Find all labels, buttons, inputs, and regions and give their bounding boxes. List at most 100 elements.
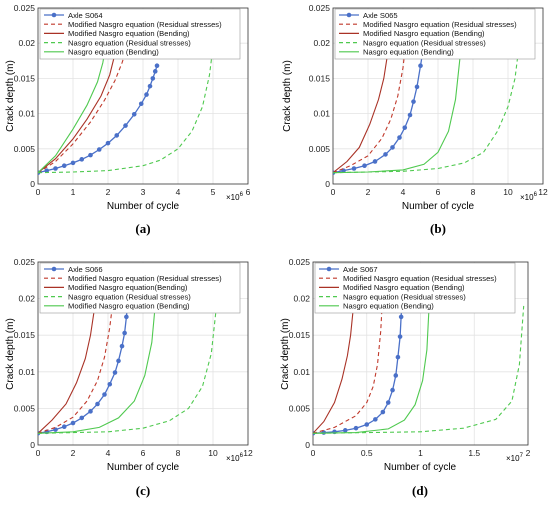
legend-label-d: Nasgro equation (Residual stresses) [343,292,466,301]
data-point-b [402,125,408,130]
x-tick-label-c: 0 [36,448,41,458]
x-tick-label-d: 2 [526,448,531,458]
data-point-d [342,428,348,433]
y-tick-label-d: 0.025 [289,257,311,267]
x-tick-label-c: 12 [243,448,253,458]
data-point-a [147,83,153,89]
series-line-d-4 [313,305,430,434]
x-multiplier-c: ×106 [226,453,244,463]
x-tick-label-a: 2 [106,187,111,197]
data-point-c [70,420,76,426]
legend-label-a: Nasgro equation (Bending) [68,48,159,57]
data-point-b [390,145,395,150]
y-tick-label-c: 0 [30,440,35,450]
series-line-c-3 [38,305,218,434]
data-point-d [353,425,359,431]
legend-label-d: Axle S067 [343,265,378,274]
legend-label-d: Modified Nasgro equation (Residual stres… [343,274,497,283]
legend-box-a [39,8,241,60]
data-point-b [418,63,423,69]
legend-label-c: Modified Nasgro equation(Bending) [68,283,188,292]
data-point-d [380,409,386,415]
y-tick-label-b: 0.005 [309,144,331,154]
series-group-c [38,291,218,436]
x-tick-label-b: 4 [401,187,406,197]
y-tick-label-b: 0.01 [313,109,330,119]
x-tick-label-a: 6 [246,187,251,197]
series-line-c-0 [38,300,129,434]
data-point-b [414,84,420,90]
data-point-a [123,123,128,128]
data-point-a [144,92,149,97]
y-axis-label-a: Crack depth (m) [5,60,16,132]
data-point-d [390,387,395,393]
y-axis-label-c: Crack depth (m) [5,318,16,390]
legend-box-c [39,262,241,314]
series-line-b-3 [333,50,520,174]
data-point-c [102,392,107,397]
y-axis-label-d: Crack depth (m) [280,318,291,390]
legend-label-d: Nasgro equation (Bending) [343,302,434,311]
data-point-a [70,160,76,166]
data-point-a [131,112,137,117]
x-tick-label-b: 0 [331,187,336,197]
x-tick-label-b: 6 [436,187,441,197]
data-point-a [96,147,102,152]
data-point-b [372,159,378,164]
y-axis-label-b: Crack depth (m) [282,60,293,132]
y-tick-label-b: 0.025 [309,3,331,13]
x-tick-label-c: 8 [176,448,181,458]
x-tick-label-d: 0.5 [361,448,373,458]
y-tick-label-c: 0.015 [14,330,36,340]
series-line-b-1 [333,36,408,174]
panel-caption-c: (c) [136,483,150,498]
legend-marker-c [51,266,57,272]
x-multiplier-a: ×106 [226,192,244,202]
data-point-c [124,314,129,320]
data-point-d [373,417,378,422]
legend-label-a: Modified Nasgro equation (Residual stres… [68,20,222,29]
axes-frame-c [37,261,249,446]
series-line-a-1 [38,32,132,174]
x-tick-label-b: 2 [366,187,371,197]
data-point-c [122,330,127,336]
panel-caption-b: (b) [430,221,446,236]
legend-label-b: Modified Nasgro equation (Residual stres… [363,20,517,29]
legend-label-a: Axle S064 [68,11,103,20]
data-point-c [88,409,93,414]
x-tick-label-a: 4 [176,187,181,197]
y-tick-label-a: 0.025 [14,3,36,13]
legend-label-d: Modified Nasgro equation (Bending) [343,283,465,292]
data-point-d [393,373,399,378]
series-line-d-2 [313,291,355,434]
data-point-b [397,135,402,140]
data-point-d [397,334,403,339]
y-tick-label-a: 0.01 [18,109,35,119]
x-tick-label-c: 6 [141,448,146,458]
data-point-c [61,424,67,430]
y-tick-label-d: 0.015 [289,330,311,340]
x-axis-label-c: Number of cycle [107,462,180,473]
data-point-d [398,314,404,320]
data-point-a [53,166,58,171]
x-tick-label-c: 10 [208,448,218,458]
x-tick-label-c: 4 [106,448,111,458]
y-tick-label-c: 0.01 [18,367,35,377]
y-tick-label-b: 0.015 [309,73,331,83]
x-axis-label-a: Number of cycle [107,201,180,212]
x-tick-label-a: 5 [211,187,216,197]
series-group-a [38,32,214,176]
data-point-a [88,152,93,158]
data-point-b [362,163,367,168]
y-tick-label-a: 0.02 [18,38,35,48]
x-multiplier-exp-b: 6 [534,192,538,198]
x-multiplier-base-a: ×10 [226,193,240,202]
y-tick-label-b: 0.02 [313,38,330,48]
legend-label-c: Modified Nasgro equation (Bending) [68,302,190,311]
data-point-a [150,76,156,81]
